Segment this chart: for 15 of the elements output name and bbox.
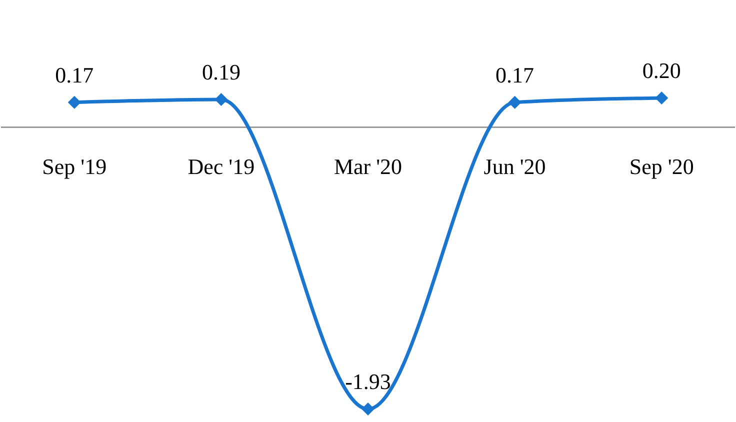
x-tick-label: Dec '19	[188, 154, 255, 180]
data-label: 0.20	[642, 58, 681, 83]
point	[361, 402, 375, 416]
data-label: 0.17	[55, 62, 94, 88]
point	[508, 96, 522, 109]
x-tick-label: Sep '19	[42, 154, 107, 180]
point	[214, 92, 228, 106]
x-tick-label: Jun '20	[484, 154, 546, 180]
point	[655, 91, 668, 105]
data-label: 0.17	[496, 62, 534, 88]
x-tick-label: Mar '20	[334, 154, 402, 180]
point	[68, 96, 81, 109]
data-label: -1.93	[345, 369, 391, 394]
data-label: 0.19	[202, 59, 240, 84]
x-tick-label: Sep '20	[629, 154, 694, 180]
